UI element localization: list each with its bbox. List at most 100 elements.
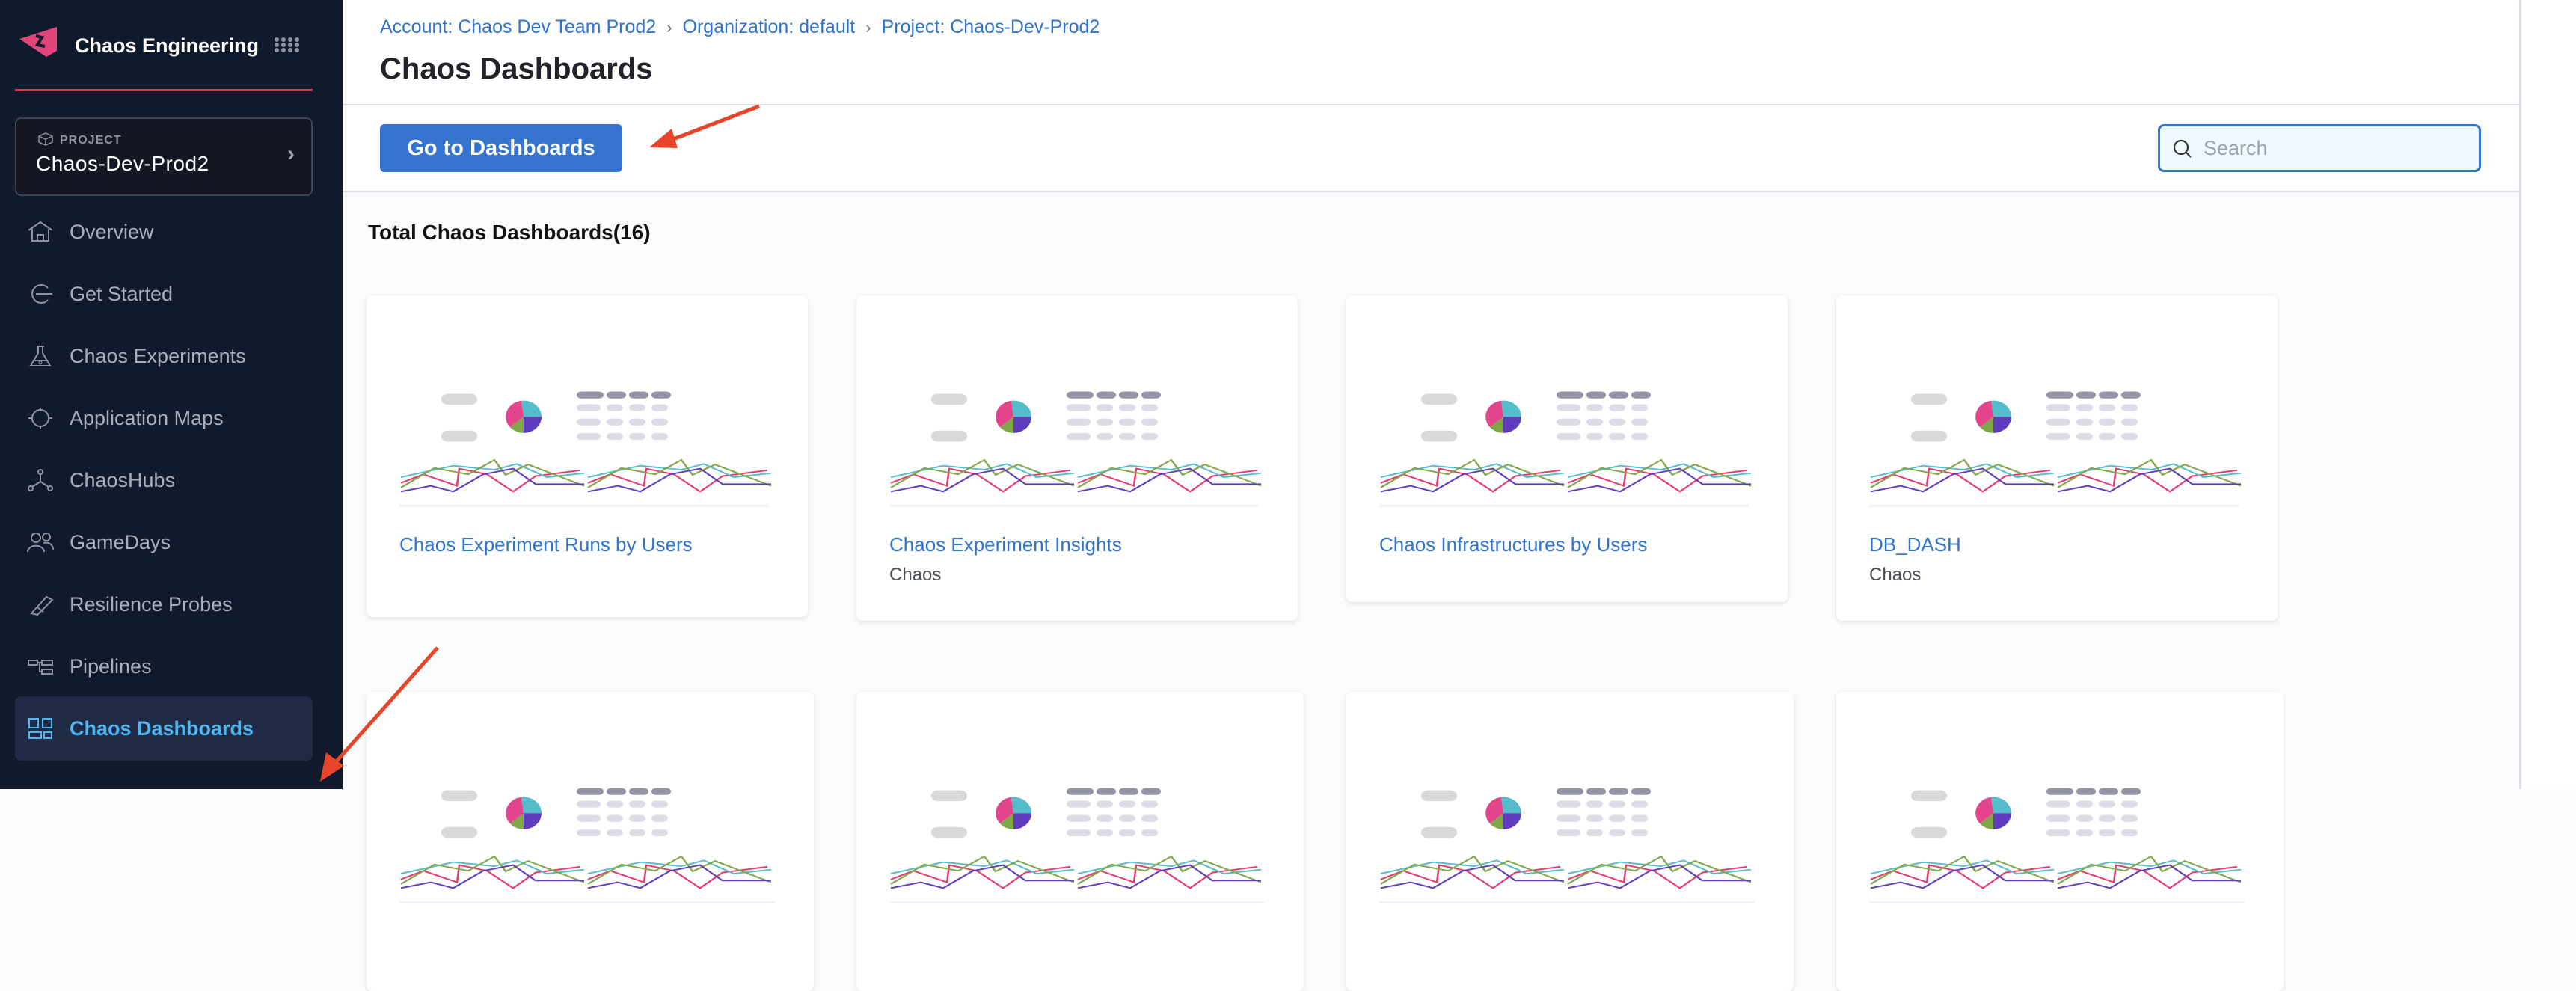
sidebar-item-pipelines[interactable]: Pipelines [15,634,313,699]
dashboard-preview-image [400,788,772,889]
divider [343,191,2519,192]
dashboard-card[interactable] [367,692,814,991]
preview-table [1557,788,1651,837]
preview-table [2046,391,2141,441]
card-divider [1379,505,1749,507]
preview-line [1567,467,1751,493]
dashboard-card-subtitle: Chaos [889,565,942,585]
apps-grid-icon[interactable] [274,37,299,52]
card-divider [1869,505,2239,507]
dashboard-preview-image [890,391,1262,493]
preview-line [1380,467,1564,493]
page-title: Chaos Dashboards [380,52,653,85]
breadcrumb-project[interactable]: Project: Chaos-Dev-Prod2 [881,16,1100,37]
users-icon [27,533,54,553]
preview-table [2046,788,2141,837]
sidebar-item-chaos-experiments[interactable]: Chaos Experiments [15,324,313,388]
preview-line [1380,458,1565,488]
card-divider [399,901,775,903]
sidebar-item-label: Chaos Experiments [70,344,246,367]
dashboard-preview-image [1380,788,1752,889]
dashboard-preview-image [400,391,772,493]
project-name: Chaos-Dev-Prod2 [36,152,209,175]
dashboard-card[interactable] [856,692,1304,991]
search-input[interactable] [2204,126,2473,170]
sidebar-item-overview[interactable]: Overview [15,200,313,264]
dashboard-preview-image [1380,391,1752,493]
page-header: Account: Chaos Dev Team Prod2 › Organiza… [343,0,2519,192]
preview-line [1567,463,1752,479]
sidebar-item-chaoshubs[interactable]: ChaosHubs [15,448,313,512]
preview-line [400,467,584,493]
sidebar-item-get-started[interactable]: Get Started [15,262,313,326]
preview-table [1067,788,1161,837]
preview-line [400,458,585,488]
flask-icon [29,346,52,366]
project-selector[interactable]: PROJECT Chaos-Dev-Prod2 › [15,117,313,196]
sidebar-item-label: Overview [70,220,154,243]
preview-line [1380,463,1565,479]
dashboard-card-title[interactable]: Chaos Infrastructures by Users [1379,533,1648,556]
preview-line [2057,458,2242,488]
preview-pie [1975,797,2012,829]
dashboard-card[interactable]: Chaos Infrastructures by Users [1346,295,1788,602]
breadcrumb-account[interactable]: Account: Chaos Dev Team Prod2 [380,16,657,37]
home-icon [28,221,53,242]
preview-line [1567,458,1752,488]
search-box[interactable] [2158,124,2481,172]
sidebar-item-label: Get Started [70,282,174,305]
sidebar-item-chaos-dashboards[interactable]: Chaos Dashboards [15,696,313,761]
chevron-right-icon: › [666,17,672,37]
preview-line [1077,467,1261,493]
search-icon [2173,139,2192,158]
preview-line [587,463,772,479]
preview-table [1557,391,1651,441]
dashboard-card[interactable]: Chaos Experiment Insights Chaos [856,295,1298,621]
preview-table [577,391,671,441]
cube-icon [38,132,53,146]
dashboard-preview-image [1870,788,2242,889]
probe-icon [30,595,54,616]
module-header: Chaos Engineering [15,24,314,61]
sidebar-item-label: Resilience Probes [70,592,233,616]
target-icon [28,408,52,429]
sidebar-item-gamedays[interactable]: GameDays [15,510,313,574]
preview-line [2057,467,2241,493]
card-divider [1869,901,2245,903]
preview-line [1077,463,1262,479]
dashboard-card-title[interactable]: Chaos Experiment Insights [889,533,1122,556]
dashboard-card-subtitle: Chaos [1869,565,1922,585]
sidebar-item-label: Pipelines [70,654,152,678]
preview-line [587,467,771,493]
sidebar-item-label: ChaosHubs [70,468,176,491]
preview-pie [996,400,1032,433]
dashboard-card[interactable] [1346,692,1794,991]
dashboard-card-title[interactable]: DB_DASH [1869,533,1961,556]
preview-pie [506,797,542,829]
sidebar-item-label: Chaos Dashboards [70,717,254,740]
dashboard-card-title[interactable]: Chaos Experiment Runs by Users [399,533,693,556]
go-to-dashboards-button[interactable]: Go to Dashboards [380,124,622,172]
chevron-right-icon: › [865,17,871,37]
breadcrumb-organization[interactable]: Organization: default [682,16,856,37]
preview-table [1067,391,1161,441]
dashboard-card[interactable]: Chaos Experiment Runs by Users [367,295,808,617]
preview-line [1077,458,1262,488]
card-divider [889,505,1259,507]
chevron-right-icon: › [287,141,295,166]
sidebar-item-label: Application Maps [70,406,224,429]
sidebar-item-label: GameDays [70,530,171,553]
preview-line [400,463,585,479]
sidebar-item-application-maps[interactable]: Application Maps [15,386,313,450]
dashboard-card[interactable]: DB_DASH Chaos [1836,295,2278,621]
preview-line [587,458,772,488]
dashboard-preview-image [890,788,1262,889]
preview-pie [1485,400,1522,433]
card-divider [399,505,769,507]
dashboard-card[interactable] [1836,692,2284,991]
hub-icon [28,469,53,491]
preview-line [1870,458,2055,488]
preview-line [890,463,1075,479]
sidebar-item-resilience-probes[interactable]: Resilience Probes [15,572,313,636]
preview-pie [1485,797,1522,829]
